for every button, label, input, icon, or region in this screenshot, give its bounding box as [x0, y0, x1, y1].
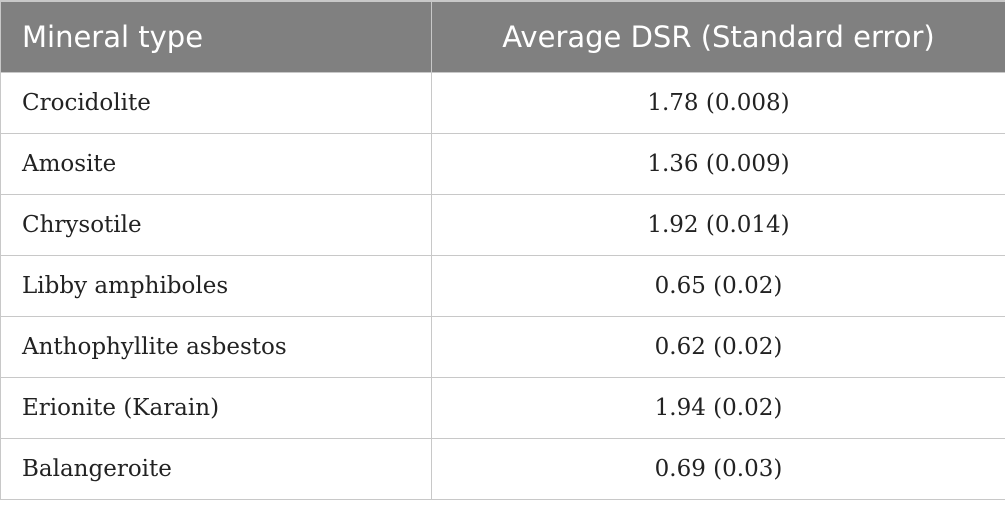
header-row: Mineral type Average DSR (Standard error… [0, 0, 1005, 73]
table-row: Libby amphiboles 0.65 (0.02) [0, 255, 1005, 317]
header-average-dsr: Average DSR (Standard error) [431, 0, 1005, 73]
mineral-cell: Anthophyllite asbestos [0, 316, 432, 378]
mineral-cell: Erionite (Karain) [0, 377, 432, 439]
dsr-cell: 0.62 (0.02) [431, 316, 1005, 378]
mineral-cell: Libby amphiboles [0, 255, 432, 317]
dsr-cell: 1.36 (0.009) [431, 133, 1005, 195]
table-row: Chrysotile 1.92 (0.014) [0, 194, 1005, 256]
table-row: Crocidolite 1.78 (0.008) [0, 72, 1005, 134]
table-row: Erionite (Karain) 1.94 (0.02) [0, 377, 1005, 439]
table-row: Anthophyllite asbestos 0.62 (0.02) [0, 316, 1005, 378]
table-row: Amosite 1.36 (0.009) [0, 133, 1005, 195]
table-row: Balangeroite 0.69 (0.03) [0, 438, 1005, 500]
data-table-container: Mineral type Average DSR (Standard error… [0, 0, 1005, 500]
mineral-cell: Crocidolite [0, 72, 432, 134]
mineral-cell: Balangeroite [0, 438, 432, 500]
mineral-cell: Amosite [0, 133, 432, 195]
dsr-cell: 0.65 (0.02) [431, 255, 1005, 317]
dsr-cell: 1.92 (0.014) [431, 194, 1005, 256]
table-body: Crocidolite 1.78 (0.008) Amosite 1.36 (0… [0, 72, 1005, 500]
mineral-cell: Chrysotile [0, 194, 432, 256]
dsr-cell: 0.69 (0.03) [431, 438, 1005, 500]
dsr-cell: 1.94 (0.02) [431, 377, 1005, 439]
dsr-cell: 1.78 (0.008) [431, 72, 1005, 134]
table-header: Mineral type Average DSR (Standard error… [0, 0, 1005, 73]
dsr-table: Mineral type Average DSR (Standard error… [0, 0, 1005, 500]
header-mineral-type: Mineral type [0, 0, 432, 73]
